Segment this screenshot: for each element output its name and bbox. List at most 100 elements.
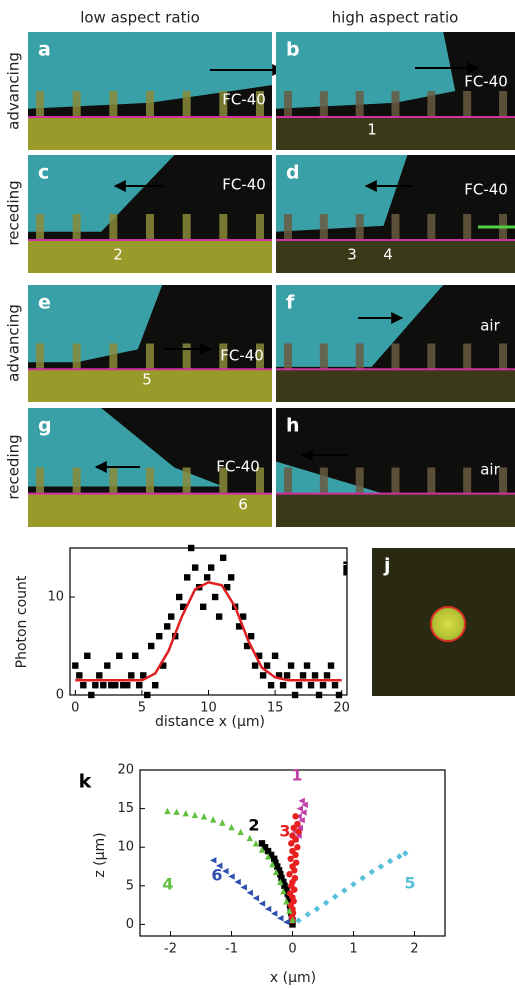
data-point [288,840,295,847]
data-point [132,652,139,659]
data-point [295,682,303,689]
data-point [203,574,211,581]
panel-letter: c [38,162,49,184]
x-tick-label: 20 [333,701,350,716]
y-tick-label: 0 [126,917,134,932]
liquid-region [28,155,175,232]
panel-label: 6 [238,496,248,514]
pillar [36,467,44,494]
row-label: advancing [5,52,23,130]
data-point [258,840,266,847]
data-point [272,868,280,876]
panel-letter: g [38,415,52,437]
substrate [276,369,515,402]
panel-label: 4 [383,246,393,264]
data-point [187,544,195,552]
row-label: receding [5,180,23,245]
data-point [80,682,87,689]
data-point [377,863,385,870]
pillar [256,467,264,494]
pillar [463,343,472,370]
data-point [335,691,343,699]
pillar [109,467,118,494]
panel-label: 5 [142,371,152,389]
panel-label: air [480,461,500,479]
data-point [289,921,296,928]
data-point [291,867,298,874]
data-point [332,893,339,900]
pillar [72,214,81,240]
data-point [210,857,217,864]
panel-letter: d [286,162,300,184]
x-tick-label: 2 [410,942,418,957]
pillar [355,214,364,240]
data-point [319,682,327,689]
x-tick-label: -2 [164,942,177,957]
data-point [228,873,235,880]
x-tick-label: 10 [200,701,217,716]
data-point [124,682,131,689]
pillar [109,214,118,240]
data-point [199,603,207,610]
data-point [183,574,191,581]
data-point [303,662,311,669]
pillar [284,214,292,240]
data-point [173,808,180,815]
data-point [240,884,247,891]
pillar [219,467,228,494]
data-point [239,613,247,620]
column-header: high aspect ratio [332,9,459,27]
substrate [276,116,515,150]
pillar [36,214,44,240]
data-point [277,915,284,922]
x-axis-title: distance x (μm) [155,714,265,730]
panel-label: FC-40 [222,176,266,194]
data-point [350,881,357,888]
data-point [280,888,287,895]
data-point [289,916,296,923]
data-point [296,824,304,832]
data-point [292,851,299,859]
data-point [313,905,321,913]
pillar [146,91,154,117]
liquid-region [28,408,224,487]
data-point [128,672,135,679]
data-point [267,851,275,859]
data-point [182,810,189,817]
data-point [207,564,215,571]
panel-label: air [480,317,500,335]
data-point [191,811,199,818]
pillar [219,91,228,117]
data-point [179,603,187,610]
data-point [271,652,279,659]
data-point [287,662,295,669]
pillar [146,467,154,494]
data-point [290,824,297,832]
pillar [319,343,328,370]
x-tick-label: 0 [71,701,79,716]
data-point [148,642,155,650]
data-point [176,593,183,601]
panel-label: FC-40 [216,458,260,476]
data-point [292,836,299,843]
pillar [355,343,364,370]
data-point [140,672,147,679]
panel-letter: a [38,39,51,61]
y-tick-label: 0 [56,688,64,703]
pillar [36,91,44,117]
data-point [211,593,219,601]
data-point [136,682,143,689]
x-tick-label: 5 [138,701,146,716]
panel-label: FC-40 [464,73,508,91]
data-point [279,682,287,689]
pillar [109,91,118,117]
pillar [256,343,264,370]
data-point [264,847,272,855]
panel-label: 3 [347,246,357,264]
data-point [402,850,409,857]
data-point [281,882,288,890]
pillar [427,214,436,240]
data-point [275,867,283,874]
data-point [88,691,95,699]
data-point [291,886,298,893]
